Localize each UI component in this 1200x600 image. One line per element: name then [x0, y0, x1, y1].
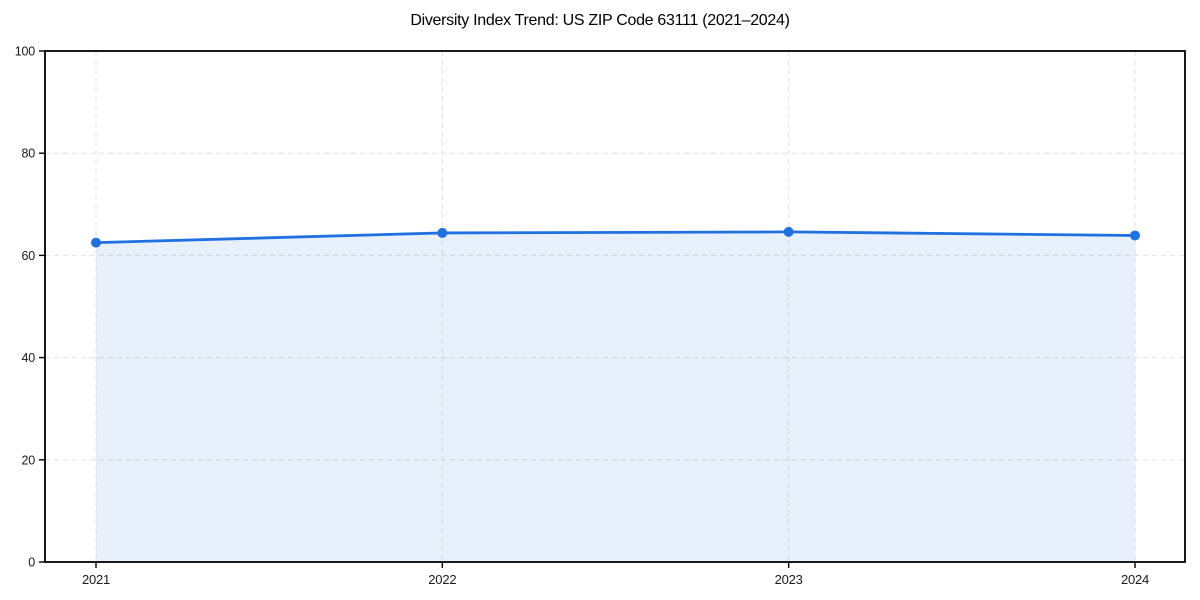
data-point: [437, 227, 448, 238]
y-tick-label: 60: [21, 249, 35, 263]
y-axis: 0 20 40 60 80 100: [15, 45, 45, 570]
x-tick-label: 2023: [775, 572, 803, 587]
x-tick-label: 2021: [82, 572, 110, 587]
x-tick-label: 2022: [428, 572, 456, 587]
data-point: [91, 237, 101, 248]
x-axis: 2021 2022 2023 2024: [82, 562, 1149, 587]
chart-title: Diversity Index Trend: US ZIP Code 63111…: [410, 12, 790, 29]
area-fill: [96, 231, 1135, 563]
plot-frame: [44, 50, 1186, 563]
markers: [91, 226, 1140, 248]
data-point: [1130, 230, 1140, 241]
y-tick-label: 40: [21, 351, 35, 365]
trend-line: [94, 230, 1137, 245]
y-tick-label: 100: [15, 45, 36, 59]
data-point: [783, 226, 794, 237]
x-tick-label: 2024: [1121, 572, 1149, 587]
y-tick-label: 20: [21, 453, 35, 467]
y-tick-label: 80: [21, 147, 35, 161]
y-tick-label: 0: [28, 556, 35, 570]
